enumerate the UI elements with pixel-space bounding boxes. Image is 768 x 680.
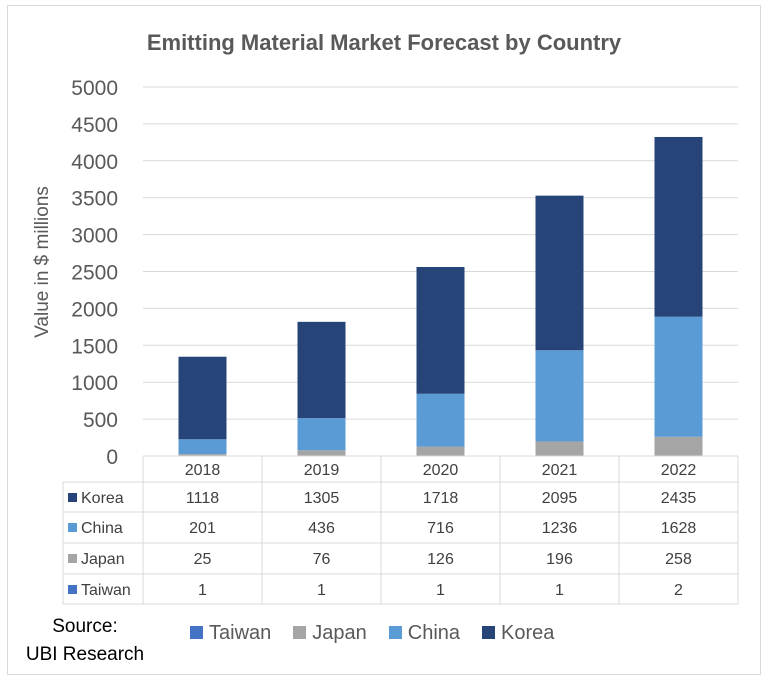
legend-label: China xyxy=(407,622,461,644)
table-cell: 2095 xyxy=(542,490,578,507)
legend-swatch xyxy=(482,626,496,639)
table-cell: 1628 xyxy=(661,520,697,537)
bar-japan xyxy=(535,441,584,456)
chart-frame xyxy=(7,5,761,675)
legend-item-china: China xyxy=(388,622,461,645)
table-row-label: Japan xyxy=(81,551,125,568)
source-line2: UBI Research xyxy=(25,644,145,665)
table-cell: 1 xyxy=(198,582,207,599)
y-tick-label: 2500 xyxy=(71,262,118,285)
bar-japan xyxy=(416,446,465,456)
legend-swatch xyxy=(190,626,203,639)
table-cell: 2 xyxy=(674,582,683,599)
table-cell: 1 xyxy=(317,582,326,599)
bar-korea xyxy=(416,266,465,394)
y-tick-label: 4000 xyxy=(71,151,118,174)
table-legend-key-korea xyxy=(68,493,77,502)
table-legend-key-taiwan xyxy=(68,585,77,594)
y-tick-label: 4500 xyxy=(71,114,118,137)
legend-label: Taiwan xyxy=(209,622,272,644)
table-cell: 76 xyxy=(313,551,331,568)
x-tick-label: 2021 xyxy=(542,462,578,479)
bar-china xyxy=(297,418,346,451)
legend-swatch xyxy=(293,626,307,639)
table-cell: 196 xyxy=(546,551,573,568)
x-tick-label: 2018 xyxy=(185,462,221,479)
y-axis-label: Value in $ millions xyxy=(32,186,53,338)
legend-item-korea: Korea xyxy=(482,622,554,645)
table-cell: 126 xyxy=(427,551,454,568)
x-tick-label: 2020 xyxy=(423,462,459,479)
y-tick-label: 0 xyxy=(106,446,118,469)
legend-swatch xyxy=(388,626,402,639)
y-tick-label: 1500 xyxy=(71,335,118,358)
bar-china xyxy=(535,350,584,442)
x-tick-label: 2019 xyxy=(304,462,340,479)
table-cell: 1118 xyxy=(186,490,219,507)
legend-label: Japan xyxy=(312,622,367,644)
table-cell: 1 xyxy=(555,582,564,599)
y-tick-label: 2000 xyxy=(71,298,118,321)
table-cell: 716 xyxy=(427,520,454,537)
table-row-label: Taiwan xyxy=(81,582,131,599)
bar-china xyxy=(654,316,703,437)
legend-label: Korea xyxy=(501,622,555,644)
y-tick-label: 5000 xyxy=(71,77,118,100)
table-cell: 25 xyxy=(194,551,212,568)
table-cell: 436 xyxy=(308,520,335,537)
table-cell: 1718 xyxy=(423,490,459,507)
legend-item-japan: Japan xyxy=(293,622,367,645)
bar-japan xyxy=(654,436,703,456)
bar-japan xyxy=(297,450,346,456)
source-note: Source: UBI Research xyxy=(20,613,150,669)
x-tick-label: 2022 xyxy=(661,462,697,479)
y-tick-label: 3000 xyxy=(71,225,118,248)
table-cell: 201 xyxy=(189,520,216,537)
bar-korea xyxy=(178,356,227,440)
source-line1: Source: xyxy=(52,616,118,637)
bar-china xyxy=(416,393,465,447)
bar-korea xyxy=(654,136,703,317)
chart-title: Emitting Material Market Forecast by Cou… xyxy=(146,30,622,55)
legend-item-taiwan: Taiwan xyxy=(190,622,271,645)
table-legend-key-japan xyxy=(68,554,77,563)
legend: Taiwan Japan China Korea xyxy=(190,622,554,645)
bar-japan xyxy=(178,454,227,456)
bar-korea xyxy=(535,195,584,351)
y-tick-label: 500 xyxy=(83,409,118,432)
table-cell: 1236 xyxy=(542,520,578,537)
y-tick-label: 1000 xyxy=(71,372,118,395)
bar-china xyxy=(178,439,227,455)
y-tick-label: 3500 xyxy=(71,188,118,211)
bar-korea xyxy=(297,321,346,419)
table-row-label: China xyxy=(81,520,123,537)
table-cell: 1305 xyxy=(304,490,340,507)
table-legend-key-china xyxy=(68,523,77,532)
table-cell: 258 xyxy=(665,551,692,568)
table-row-label: Korea xyxy=(81,490,124,507)
table-cell: 1 xyxy=(436,582,445,599)
table-cell: 2435 xyxy=(661,490,697,507)
